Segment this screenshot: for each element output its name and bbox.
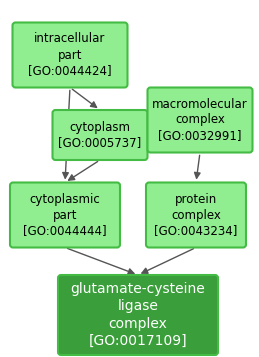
FancyBboxPatch shape <box>146 182 246 247</box>
Text: macromolecular
complex
[GO:0032991]: macromolecular complex [GO:0032991] <box>152 97 248 142</box>
Text: glutamate-cysteine
ligase
complex
[GO:0017109]: glutamate-cysteine ligase complex [GO:00… <box>71 282 205 348</box>
Text: intracellular
part
[GO:0044424]: intracellular part [GO:0044424] <box>28 32 112 77</box>
FancyBboxPatch shape <box>53 110 147 160</box>
FancyBboxPatch shape <box>12 22 127 87</box>
FancyBboxPatch shape <box>10 182 120 247</box>
FancyBboxPatch shape <box>147 87 253 152</box>
FancyBboxPatch shape <box>58 275 218 355</box>
Text: protein
complex
[GO:0043234]: protein complex [GO:0043234] <box>154 192 238 237</box>
Text: cytoplasmic
part
[GO:0044444]: cytoplasmic part [GO:0044444] <box>23 192 107 237</box>
Text: cytoplasm
[GO:0005737]: cytoplasm [GO:0005737] <box>58 121 142 150</box>
